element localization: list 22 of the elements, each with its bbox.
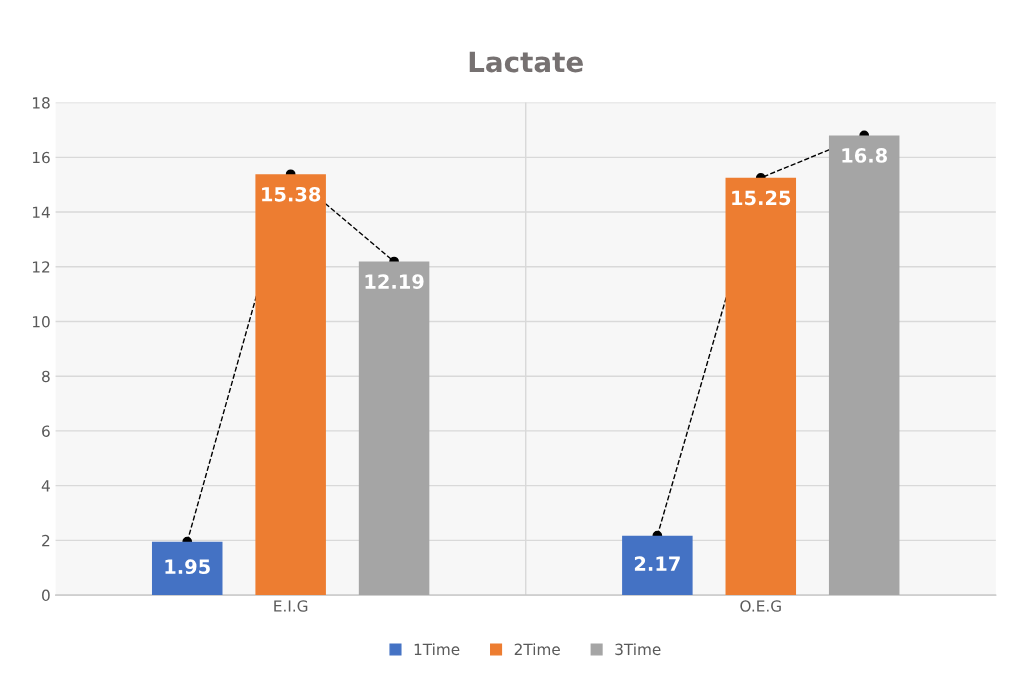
data-label: 16.8 — [842, 148, 887, 163]
data-label: 15.25 — [732, 190, 791, 206]
data-label: 15.38 — [262, 186, 321, 202]
legend-label: 1Time — [414, 643, 460, 656]
x-tick-label: O.E.G — [740, 600, 781, 612]
y-tick-label: 2 — [42, 534, 50, 547]
legend-label: 3Time — [615, 643, 661, 656]
y-tick-label: 12 — [32, 261, 50, 273]
y-tick-label: 14 — [32, 206, 50, 218]
y-tick-label: 18 — [32, 97, 50, 109]
data-label: 2.17 — [634, 556, 680, 571]
data-label: 12.19 — [365, 274, 424, 289]
legend-label: 2Time — [514, 643, 560, 656]
y-tick-label: 8 — [42, 370, 50, 383]
y-tick-label: 10 — [32, 315, 50, 328]
y-tick-label: 16 — [32, 151, 50, 164]
chart-title: Lactate — [469, 51, 583, 73]
y-tick-label: 4 — [41, 480, 50, 492]
y-tick-label: 6 — [42, 425, 50, 437]
data-label: 1.95 — [165, 559, 210, 575]
y-tick-label: 0 — [42, 589, 50, 602]
x-tick-label: E.I.G — [274, 600, 308, 612]
